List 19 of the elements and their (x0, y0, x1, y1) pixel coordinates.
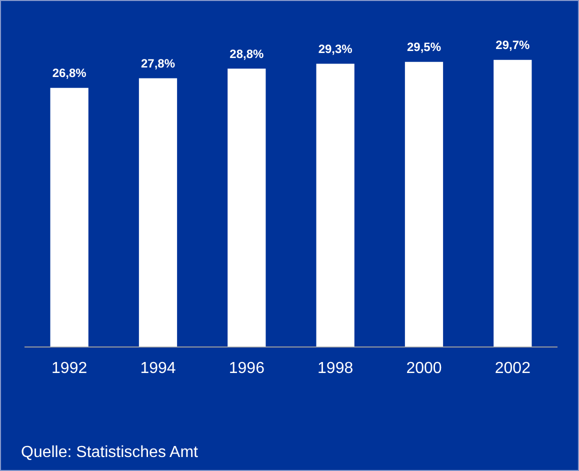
x-tick-label: 2000 (406, 360, 442, 377)
x-tick-label: 1994 (140, 360, 176, 377)
source-note: Quelle: Statistisches Amt (21, 444, 198, 462)
x-tick-label: 2002 (494, 360, 531, 377)
bar (316, 64, 354, 347)
bar (404, 62, 444, 347)
bar (494, 60, 532, 347)
bar (228, 68, 266, 347)
bar (138, 78, 178, 347)
x-tick-label: 1998 (318, 360, 354, 377)
data-label: 29,7% (496, 38, 530, 52)
x-tick-label: 1996 (228, 360, 265, 377)
data-label: 27,8% (140, 56, 176, 71)
x-tick-label: 1992 (52, 360, 88, 377)
bar (50, 88, 88, 347)
data-label: 29,3% (318, 42, 353, 56)
data-label: 29,5% (406, 40, 442, 54)
data-label: 28,8% (230, 46, 264, 61)
data-label: 26,8% (52, 66, 87, 80)
